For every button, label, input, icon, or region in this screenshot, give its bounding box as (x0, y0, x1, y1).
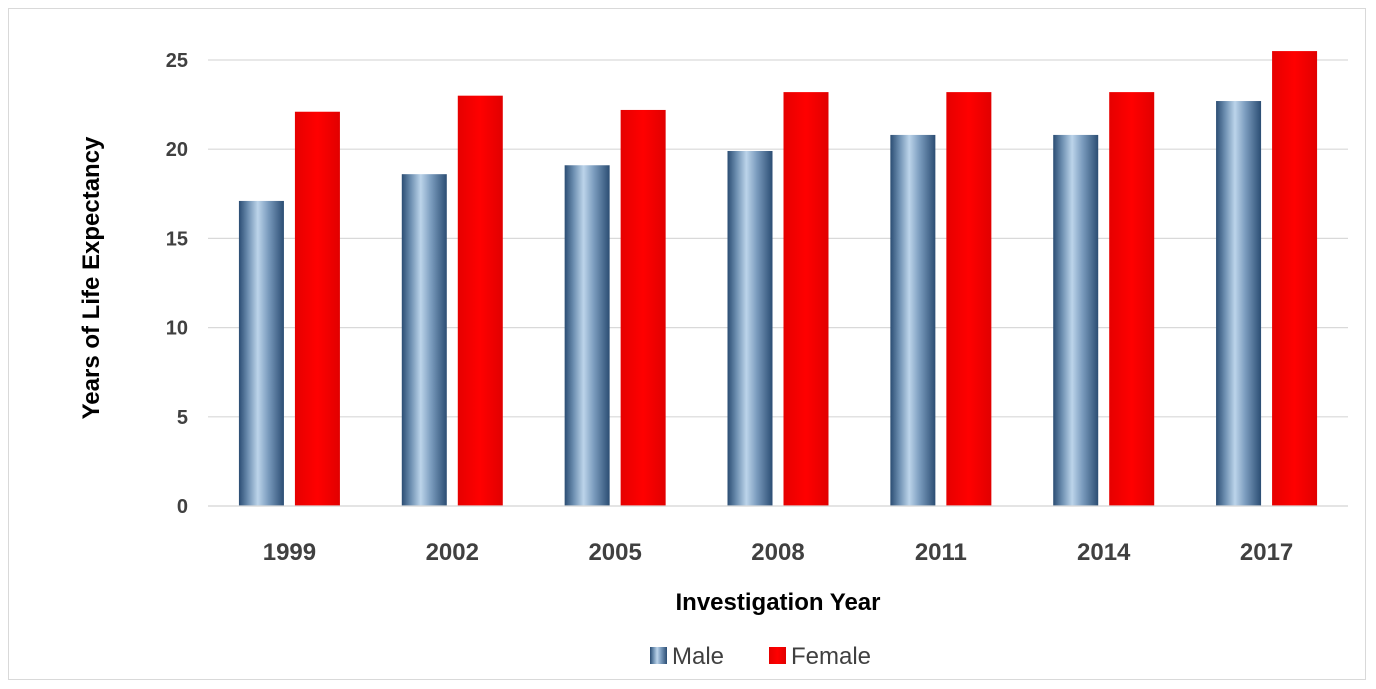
bar-male-2008 (727, 150, 773, 506)
x-tick-label: 2014 (1077, 539, 1131, 566)
bar-male-2002 (401, 174, 447, 506)
x-tick-label: 2005 (588, 539, 641, 566)
gridlines (208, 59, 1348, 507)
bar-female-2014 (1109, 92, 1155, 506)
legend: Male Female (650, 643, 871, 670)
legend-item-female: Female (769, 643, 871, 670)
x-axis-title: Investigation Year (676, 589, 881, 616)
bar-male-2005 (564, 165, 610, 507)
bar-male-1999 (238, 200, 284, 506)
y-tick-label: 0 (177, 496, 188, 518)
legend-item-male: Male (650, 643, 724, 670)
y-tick-label: 10 (166, 318, 188, 340)
legend-swatch (769, 647, 786, 664)
y-tick-label: 5 (177, 407, 188, 429)
bar-male-2014 (1053, 134, 1099, 507)
bar-female-2005 (620, 109, 666, 507)
x-tick-label: 2017 (1240, 539, 1293, 566)
bar-male-2017 (1216, 101, 1262, 507)
x-axis-ticks: 1999 2002 2005 2008 2011 2014 2017 (263, 539, 1294, 566)
y-tick-label: 15 (166, 228, 188, 250)
bars (208, 51, 1348, 507)
legend-swatch (650, 647, 667, 664)
bar-female-2008 (783, 92, 829, 506)
bar-female-2002 (457, 95, 503, 507)
legend-label: Female (791, 643, 871, 670)
y-axis-title: Years of Life Expectancy (78, 136, 105, 419)
x-tick-label: 2011 (915, 539, 967, 566)
bar-female-1999 (294, 111, 340, 507)
bar-female-2011 (946, 92, 992, 506)
x-tick-label: 1999 (263, 539, 316, 566)
bar-male-2011 (890, 134, 936, 507)
x-tick-label: 2008 (751, 539, 804, 566)
legend-label: Male (672, 643, 724, 670)
bar-female-2017 (1272, 51, 1318, 507)
x-tick-label: 2002 (426, 539, 479, 566)
y-tick-label: 25 (166, 50, 188, 72)
y-axis-ticks: 0 5 10 15 20 25 (166, 50, 188, 518)
y-tick-label: 20 (166, 139, 188, 161)
